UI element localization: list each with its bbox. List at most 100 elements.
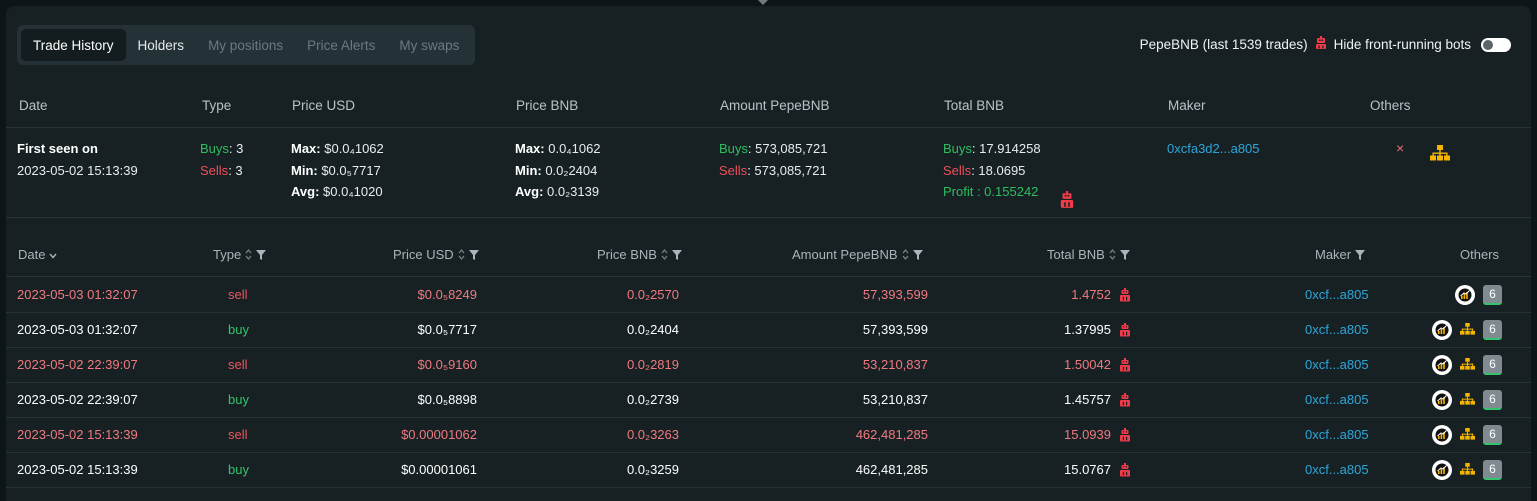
close-icon[interactable]: × <box>1396 140 1405 156</box>
trade-maker-link[interactable]: 0xcf...a805 <box>1305 392 1369 407</box>
trade-price-bnb: 0.0₂2819 <box>626 357 679 372</box>
trade-count-badge[interactable]: 6 <box>1483 285 1502 305</box>
trade-amount: 57,393,599 <box>862 322 928 337</box>
amount-buys-value: : 573,085,721 <box>747 141 828 156</box>
col-price-bnb[interactable]: Price BNB <box>597 247 682 262</box>
trade-price-bnb: 0.0₂2404 <box>626 322 679 337</box>
sitemap-icon[interactable] <box>1460 322 1475 338</box>
trades-count-label: PepeBNB (last 1539 trades) <box>1139 37 1308 52</box>
chart-icon[interactable] <box>1432 355 1452 375</box>
col-type[interactable]: Type <box>213 247 267 262</box>
col-date-label: Date <box>18 247 46 262</box>
tab-holders[interactable]: Holders <box>137 37 185 53</box>
first-seen-label: First seen on <box>17 141 98 156</box>
sort-icon[interactable] <box>902 249 909 260</box>
sitemap-icon[interactable] <box>1430 145 1450 164</box>
col-amount[interactable]: Amount PepeBNB <box>792 247 923 262</box>
sort-icon[interactable] <box>245 249 252 260</box>
trade-maker-link[interactable]: 0xcf...a805 <box>1305 322 1369 337</box>
chart-icon[interactable] <box>1455 285 1475 305</box>
summary-total: Buys: 17.914258 Sells: 18.0695 Profit : … <box>943 138 1041 203</box>
trade-date: 2023-05-03 01:32:07 <box>17 287 138 302</box>
robot-icon <box>1059 191 1075 212</box>
col-date[interactable]: Date <box>18 247 58 262</box>
trade-total: 1.50042 <box>1064 357 1111 372</box>
trade-maker-link[interactable]: 0xcf...a805 <box>1305 427 1369 442</box>
chevron-down-icon <box>49 247 58 262</box>
sitemap-icon[interactable] <box>1460 357 1475 373</box>
table-row[interactable]: 2023-05-02 15:13:39 sell $0.00001062 0.0… <box>6 418 1531 453</box>
tab-my-positions[interactable]: My positions <box>208 37 284 53</box>
trade-maker-link[interactable]: 0xcf...a805 <box>1305 462 1369 477</box>
summary-col-others: Others <box>1370 98 1411 113</box>
col-type-label: Type <box>213 247 242 262</box>
filter-icon[interactable] <box>1355 249 1366 260</box>
filter-icon[interactable] <box>468 249 479 260</box>
sitemap-icon[interactable] <box>1460 427 1475 443</box>
trade-maker-link[interactable]: 0xcf...a805 <box>1305 357 1369 372</box>
chart-icon[interactable] <box>1432 460 1452 480</box>
profit-value: Profit : 0.155242 <box>943 184 1039 199</box>
usd-avg-label: Avg: <box>291 184 320 199</box>
trade-others: 6 <box>1432 390 1502 410</box>
tab-my-swaps[interactable]: My swaps <box>399 37 460 53</box>
summary-row: First seen on 2023-05-02 15:13:39 Buys: … <box>6 128 1531 218</box>
trade-count-badge[interactable]: 6 <box>1483 355 1502 375</box>
robot-icon <box>1119 323 1131 340</box>
tab-bar: Trade History Holders My positions Price… <box>17 25 476 65</box>
chart-icon[interactable] <box>1432 320 1452 340</box>
filter-icon[interactable] <box>1119 249 1130 260</box>
sitemap-icon[interactable] <box>1460 392 1475 408</box>
filter-icon[interactable] <box>671 249 682 260</box>
col-others-label: Others <box>1460 247 1500 262</box>
trade-date: 2023-05-02 15:13:39 <box>17 462 138 477</box>
col-maker[interactable]: Maker <box>1315 247 1366 262</box>
robot-icon <box>1119 393 1131 410</box>
bnb-min-value: 0.0₂2404 <box>541 162 598 178</box>
trade-price-bnb: 0.0₂2739 <box>626 392 679 407</box>
trade-price-usd: $0.0₅8249 <box>417 287 477 302</box>
total-sells-label: Sells <box>943 162 972 178</box>
trade-amount: 57,393,599 <box>862 287 928 302</box>
summary-header: Date Type Price USD Price BNB Amount Pep… <box>6 90 1531 128</box>
bnb-max-label: Max: <box>515 141 545 156</box>
trade-type: sell <box>228 357 248 372</box>
sort-icon[interactable] <box>661 249 668 260</box>
table-row[interactable]: 2023-05-03 01:32:07 sell $0.0₅8249 0.0₂2… <box>6 278 1531 313</box>
col-price-usd[interactable]: Price USD <box>393 247 479 262</box>
filter-icon[interactable] <box>912 249 923 260</box>
tab-price-alerts[interactable]: Price Alerts <box>307 37 376 53</box>
panel-caret-icon <box>758 0 768 6</box>
col-maker-label: Maker <box>1315 247 1352 262</box>
table-row[interactable]: 2023-05-02 15:13:39 buy $0.00001061 0.0₂… <box>6 453 1531 488</box>
trade-others: 6 <box>1432 320 1502 340</box>
total-buys-label: Buys <box>943 141 972 156</box>
sort-icon[interactable] <box>458 249 465 260</box>
col-total[interactable]: Total BNB <box>1047 247 1130 262</box>
chart-icon[interactable] <box>1432 390 1452 410</box>
hide-bots-toggle[interactable] <box>1481 37 1511 52</box>
usd-max-value: $0.0₄1062 <box>320 141 384 156</box>
tab-trade-history[interactable]: Trade History <box>21 29 126 61</box>
hide-bots-label: Hide front-running bots <box>1333 37 1471 52</box>
trade-date: 2023-05-02 15:13:39 <box>17 427 138 442</box>
sort-icon[interactable] <box>1109 249 1116 260</box>
trade-count-badge[interactable]: 6 <box>1483 390 1502 410</box>
sitemap-icon[interactable] <box>1460 462 1475 478</box>
summary-maker-link[interactable]: 0xcfa3d2...a805 <box>1167 141 1260 156</box>
table-row[interactable]: 2023-05-02 22:39:07 buy $0.0₅8898 0.0₂27… <box>6 383 1531 418</box>
bnb-min-label: Min: <box>515 162 542 178</box>
table-row[interactable]: 2023-05-03 01:32:07 buy $0.0₅7717 0.0₂24… <box>6 313 1531 348</box>
trade-count-badge[interactable]: 6 <box>1483 320 1502 340</box>
table-row[interactable]: 2023-05-02 22:39:07 sell $0.0₅9160 0.0₂2… <box>6 348 1531 383</box>
filter-icon[interactable] <box>256 249 267 260</box>
chart-icon[interactable] <box>1432 425 1452 445</box>
trade-others: 6 <box>1432 355 1502 375</box>
trade-others: 6 <box>1455 285 1502 305</box>
trade-count-badge[interactable]: 6 <box>1483 460 1502 480</box>
trade-count-badge[interactable]: 6 <box>1483 425 1502 445</box>
trade-maker-link[interactable]: 0xcf...a805 <box>1305 287 1369 302</box>
trade-others: 6 <box>1432 425 1502 445</box>
trade-price-usd: $0.00001062 <box>401 427 477 442</box>
usd-avg-value: $0.0₄1020 <box>319 184 383 199</box>
